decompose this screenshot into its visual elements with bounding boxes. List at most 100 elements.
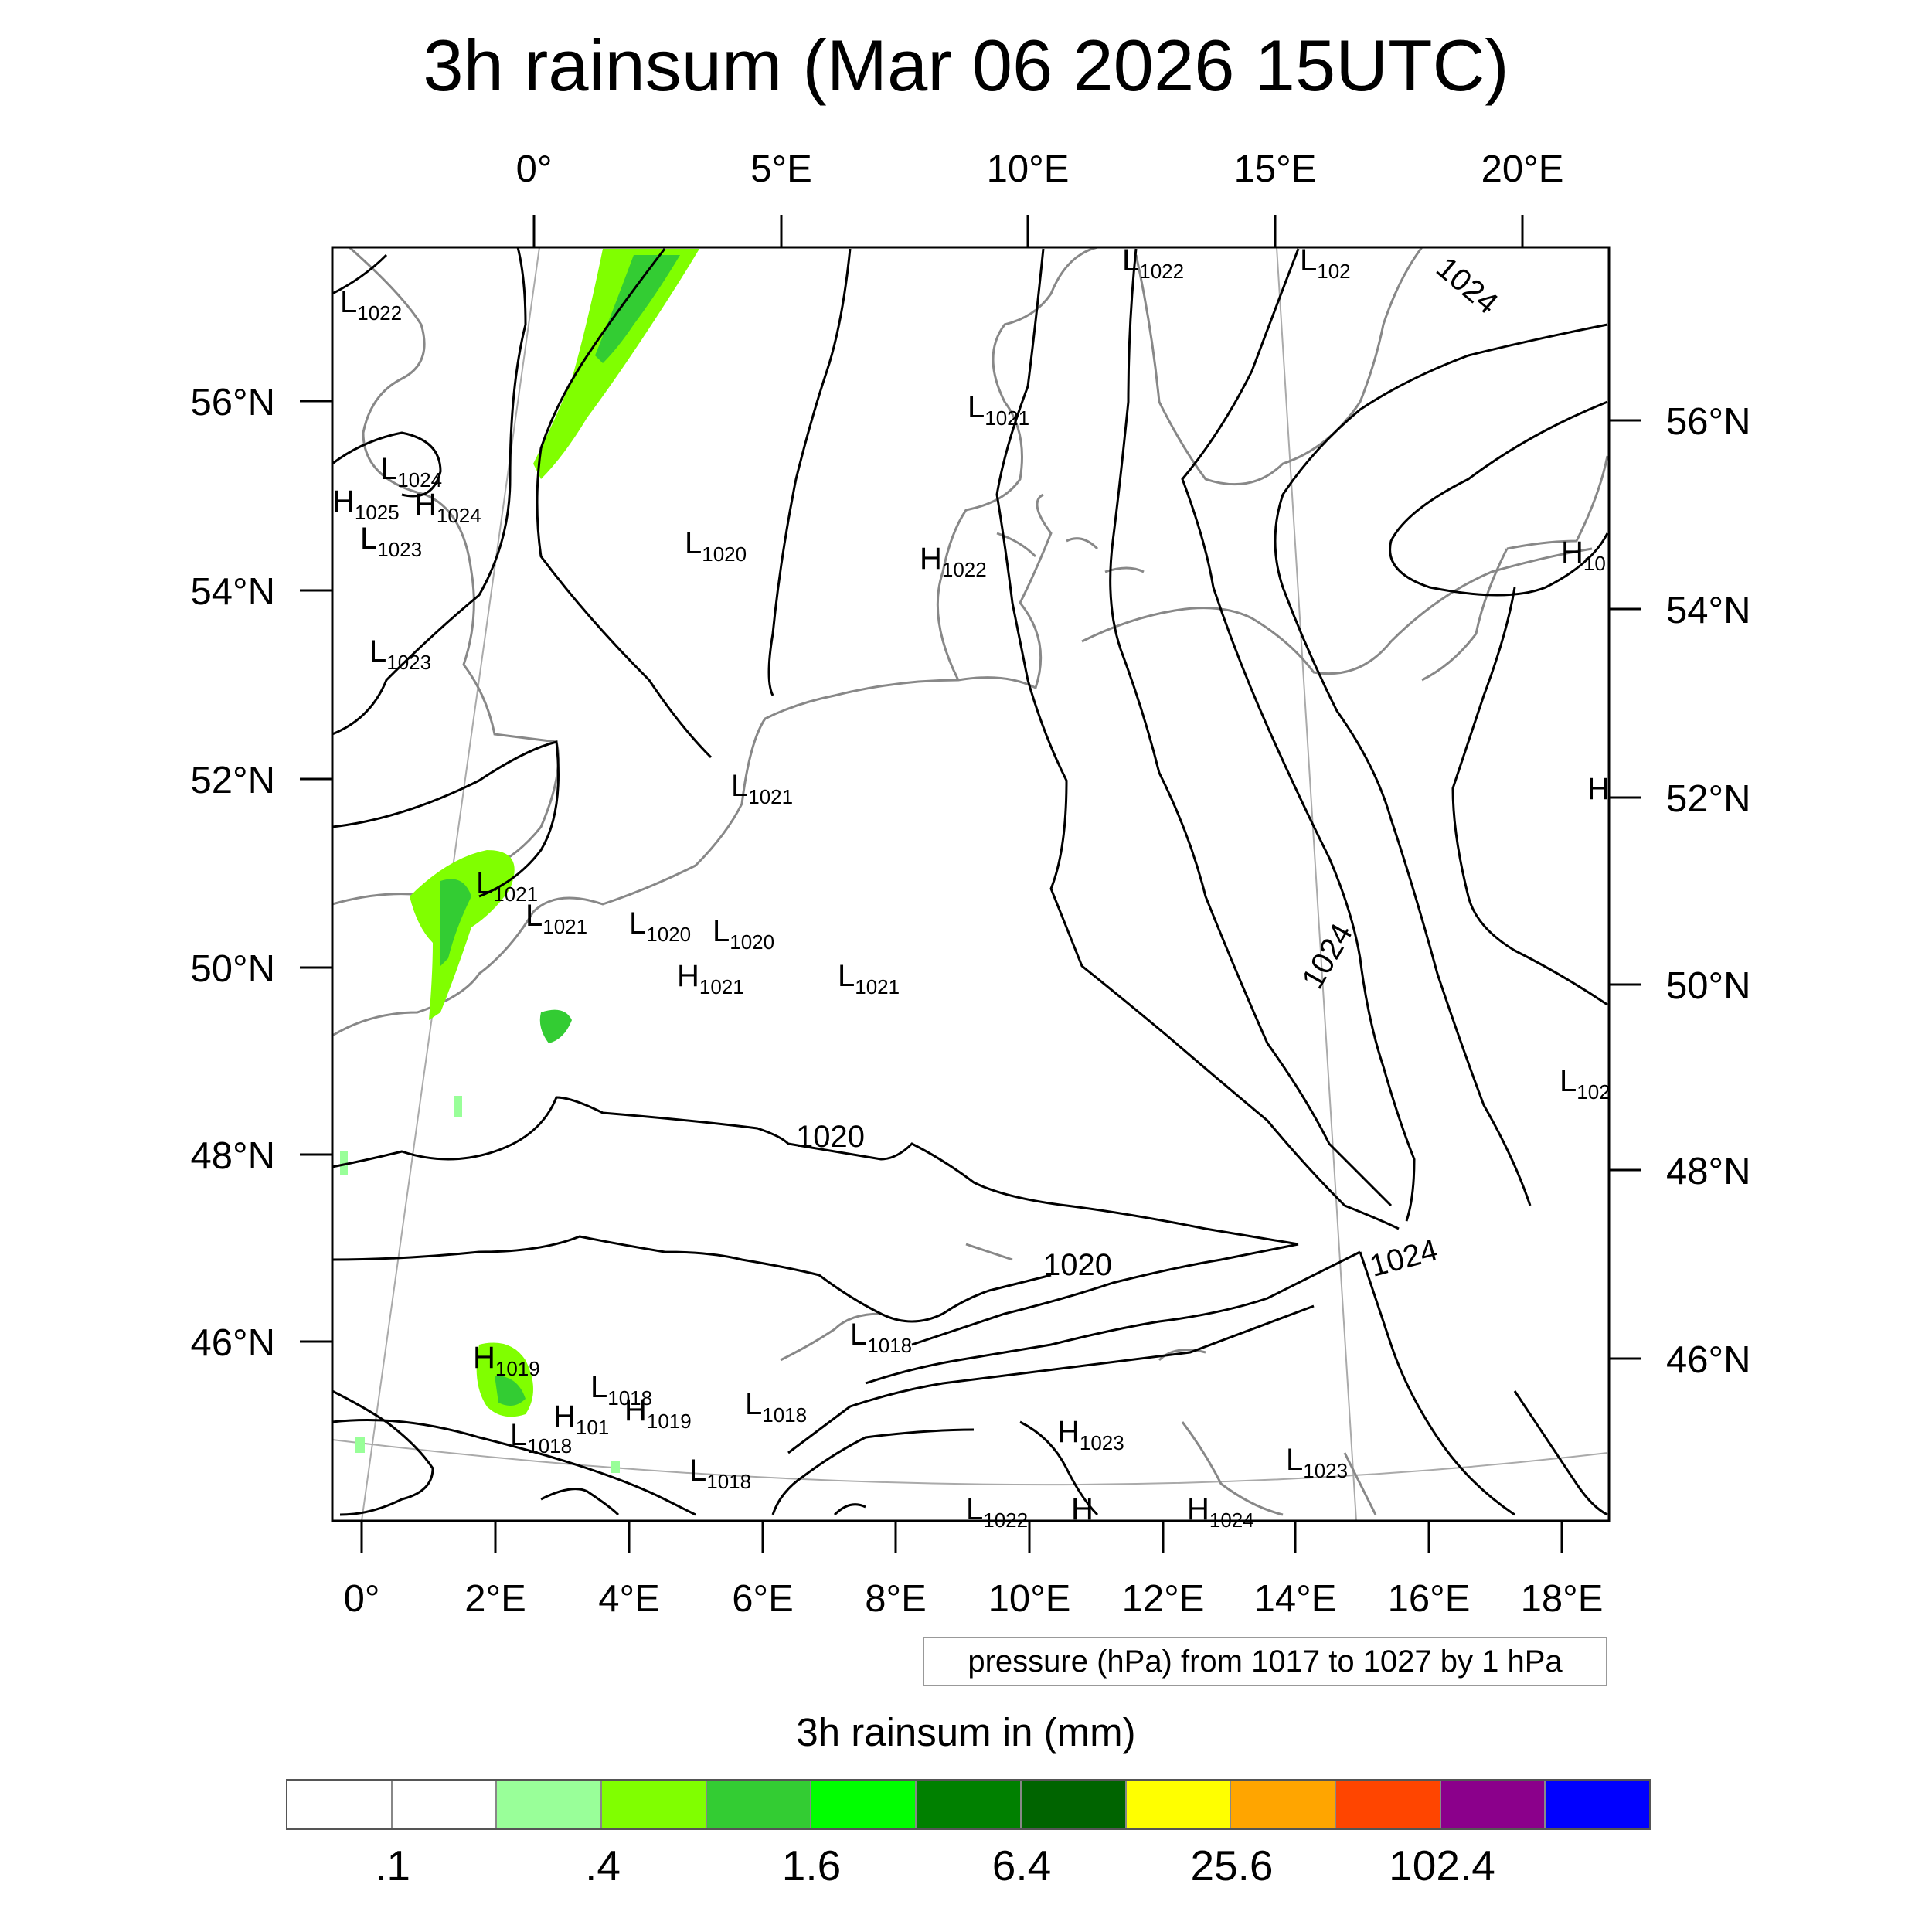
colorbar-box: [1021, 1781, 1127, 1828]
bottom-lon-label: 0°: [344, 1578, 380, 1620]
bottom-lon-label: 12°E: [1122, 1578, 1205, 1620]
isobar-po-valley-1: [911, 1243, 1299, 1346]
pressure-center: H1023: [1057, 1415, 1124, 1454]
pressure-center: H1021: [677, 959, 744, 998]
pressure-center: L102: [1560, 1064, 1611, 1104]
pressure-center: L1021: [838, 959, 900, 998]
tick-marks: [300, 215, 1641, 1553]
isobar-poland: [1451, 587, 1608, 1006]
top-lon-label: 5°E: [750, 148, 812, 190]
coast-baltic-east: [1506, 455, 1609, 550]
meridian-15e: [1276, 247, 1357, 1522]
pressure-center: L1021: [731, 769, 793, 808]
left-latitude-labels: 56°N 54°N 52°N 50°N 48°N 46°N: [191, 382, 275, 1364]
rain-alps-west-core: [495, 1376, 526, 1406]
bottom-longitude-labels: 0° 2°E 4°E 6°E 8°E 10°E 12°E 14°E 16°E 1…: [344, 1578, 1604, 1620]
pressure-center: L1018: [590, 1370, 652, 1410]
bottom-lon-label: 14°E: [1254, 1578, 1337, 1620]
pressure-center: H1024: [1187, 1492, 1254, 1532]
left-lat-label: 48°N: [191, 1135, 275, 1177]
contour-label: 1020: [796, 1120, 865, 1154]
right-lat-label: 48°N: [1666, 1151, 1750, 1192]
colorbar-label: 1.6: [781, 1842, 842, 1889]
colorbar-box: [811, 1781, 917, 1828]
colorbar-box: [1546, 1781, 1649, 1828]
isobar-1024-east: [1274, 323, 1608, 1206]
colorbar-label: 25.6: [1190, 1842, 1274, 1889]
coast-baltic-south: [1081, 547, 1593, 675]
colorbar-title: 3h rainsum in (mm): [796, 1710, 1136, 1754]
rain-spot-3: [355, 1437, 365, 1453]
left-lat-label: 52°N: [191, 760, 275, 801]
pressure-center: H: [1587, 772, 1610, 806]
colorbar-box: [1231, 1781, 1336, 1828]
top-lon-label: 20°E: [1481, 148, 1564, 190]
pressure-center: L1018: [850, 1318, 912, 1357]
rain-north-sea-core: [595, 255, 680, 363]
pressure-center: L1021: [526, 899, 587, 938]
bottom-lon-label: 6°E: [732, 1578, 794, 1620]
right-latitude-labels: 56°N 54°N 52°N 50°N 48°N 46°N: [1666, 401, 1750, 1381]
colorbar: [286, 1779, 1651, 1830]
colorbar-box: [706, 1781, 812, 1828]
bottom-lon-label: 2°E: [464, 1578, 526, 1620]
rain-channel-core: [440, 879, 471, 966]
colorbar-box: [602, 1781, 707, 1828]
isobar-po-valley-2: [865, 1250, 1361, 1385]
right-lat-label: 56°N: [1666, 401, 1750, 443]
isobar-north-sea-east: [767, 248, 852, 696]
pressure-centers: L1022 L1024 H1025 H1024 L1023 L1023 L102…: [332, 243, 1611, 1532]
map-frame: [331, 246, 1611, 1522]
coast-scandinavia: [1049, 246, 1423, 486]
rain-north-sea-band: [533, 249, 699, 479]
right-lat-label: 46°N: [1666, 1339, 1750, 1381]
rain-paris: [539, 1009, 572, 1043]
left-lat-label: 54°N: [191, 571, 275, 613]
bottom-lon-label: 4°E: [598, 1578, 660, 1620]
isobar-1024-baltic: [1181, 248, 1416, 1222]
top-lon-label: 0°: [516, 148, 553, 190]
colorbar-label: .1: [375, 1842, 410, 1889]
rain-spot-1: [454, 1096, 462, 1117]
colorbar-box: [392, 1781, 498, 1828]
pressure-center: L1018: [689, 1454, 751, 1493]
pressure-center: H1019: [473, 1341, 540, 1380]
colorbar-label: .4: [585, 1842, 621, 1889]
contour-info-box: pressure (hPa) from 1017 to 1027 by 1 hP…: [923, 1637, 1607, 1686]
colorbar-box: [497, 1781, 603, 1828]
colorbar-label: 102.4: [1389, 1842, 1495, 1889]
pressure-center: L1023: [1286, 1443, 1348, 1482]
right-lat-label: 50°N: [1666, 965, 1750, 1007]
bottom-lon-label: 8°E: [865, 1578, 927, 1620]
coast-ligurian: [780, 1312, 882, 1362]
coast-adriatic: [1181, 1421, 1377, 1516]
top-longitude-labels: 0° 5°E 10°E 15°E 20°E: [516, 148, 1564, 190]
pressure-center: L1022: [1122, 243, 1184, 283]
colorbar-box: [287, 1781, 393, 1828]
isobar-baltic-west: [1109, 248, 1393, 1207]
coast-low-countries: [740, 493, 1053, 804]
pressure-center: L1023: [369, 634, 431, 674]
pressure-center: L1020: [629, 906, 691, 946]
pressure-center: H1022: [920, 542, 987, 581]
pressure-center: L1023: [360, 522, 422, 561]
coast-gulf: [1421, 548, 1509, 682]
isobar-balkans: [1359, 1251, 1608, 1516]
coast-denmark: [936, 293, 1053, 681]
pressure-center: L102: [1300, 243, 1351, 283]
isobars: [332, 247, 1609, 1516]
colorbar-box: [1335, 1781, 1441, 1828]
contour-label: 1024: [1366, 1233, 1441, 1284]
isobar-north-sea-west: [536, 248, 713, 759]
parallel-45n: [332, 1439, 1608, 1486]
pressure-center: L1024: [380, 452, 442, 492]
top-lon-label: 10°E: [987, 148, 1070, 190]
colorbar-box: [1440, 1781, 1546, 1828]
isobar-1020-alps: [332, 1235, 1052, 1323]
isobar-adriatic: [1019, 1420, 1099, 1516]
pressure-center: L1020: [713, 914, 774, 954]
rain-spot-4: [611, 1461, 620, 1473]
pressure-center: L1021: [476, 866, 538, 906]
contour-label: 1024: [1295, 918, 1359, 995]
